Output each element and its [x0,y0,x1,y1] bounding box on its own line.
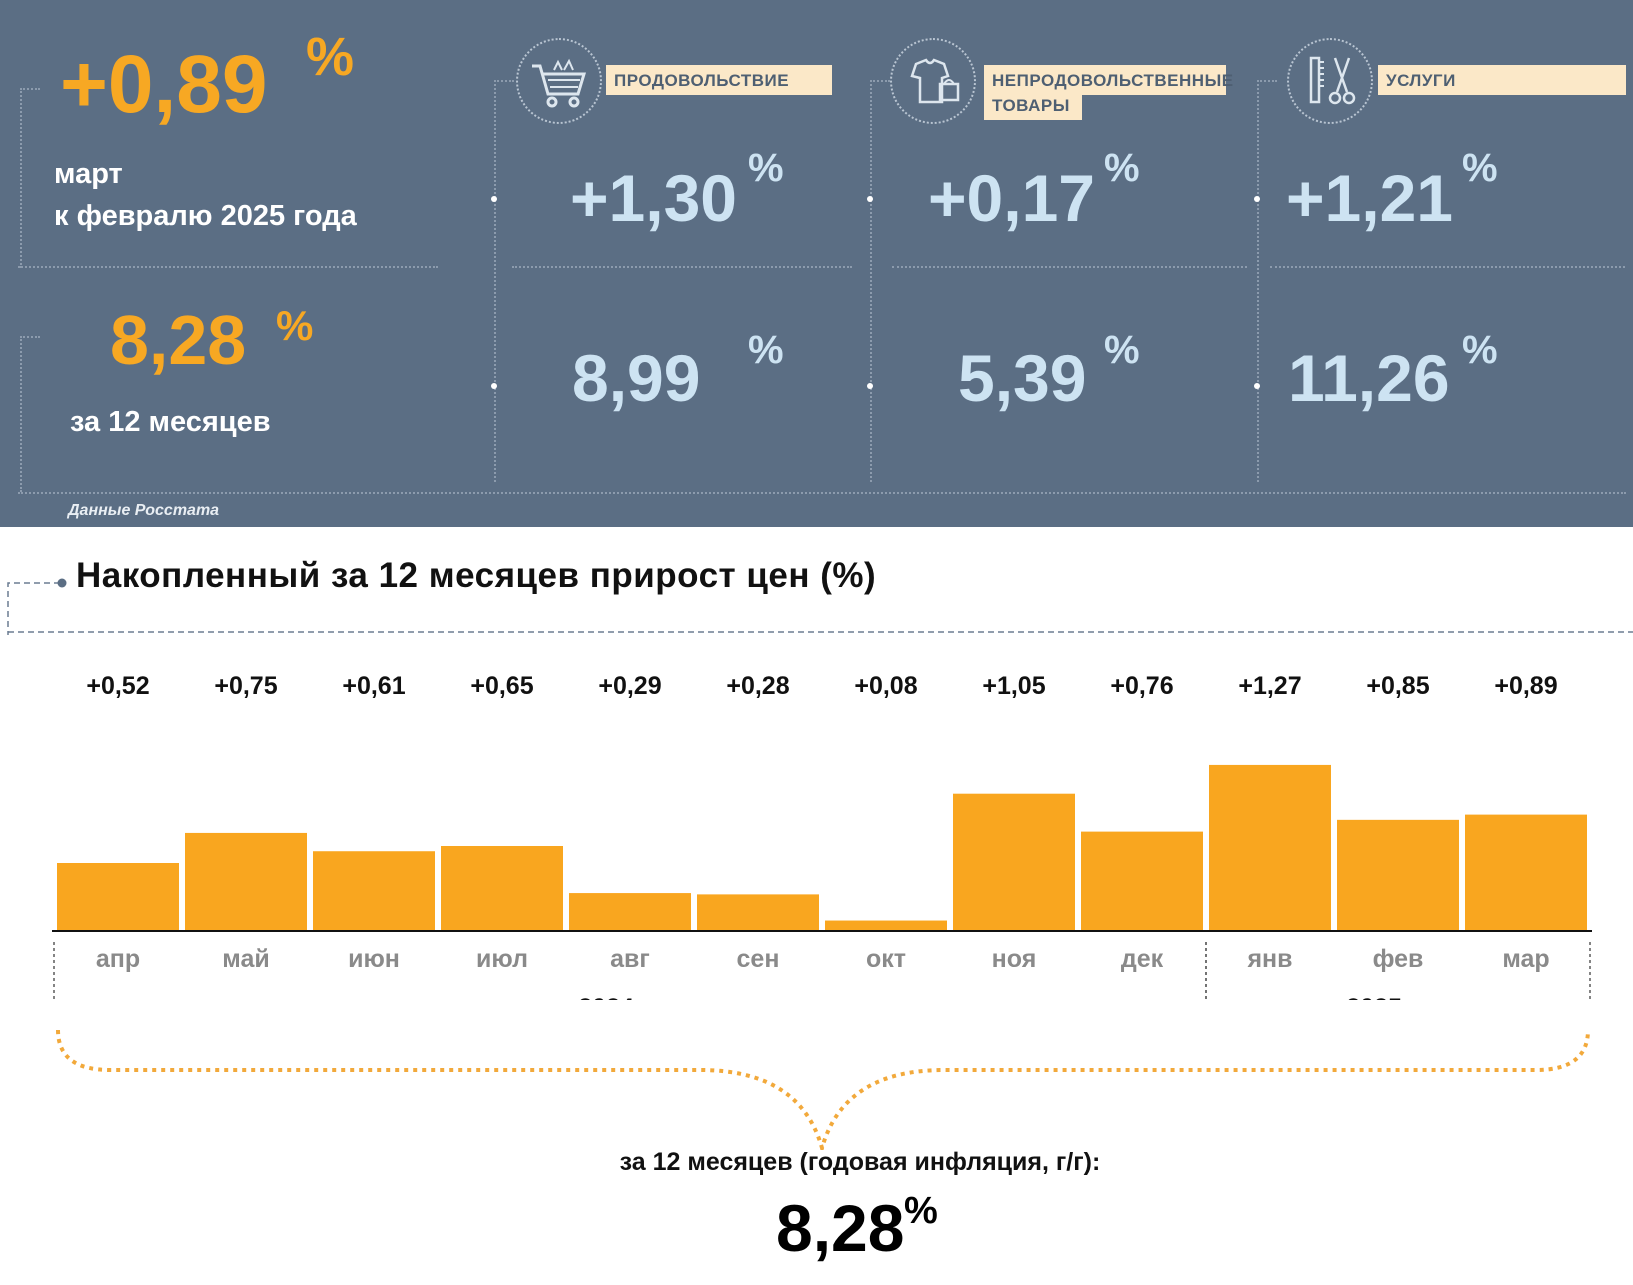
scissors-comb-icon [1287,38,1373,124]
bar [313,851,435,931]
column-line [870,80,872,482]
x-tick-label: янв [1246,945,1292,973]
bar-chart: +0,52 апр +0,75 май +0,61 июн +0,65 июл +0,29 авг… [52,672,1592,1000]
annual-value: 8,28 [110,301,247,379]
bar [1465,814,1587,931]
column-line [870,80,890,82]
column-line [1257,80,1259,482]
bar-value-label: +1,27 [1238,672,1301,700]
nonfood-month-value: +0,17 [928,161,1095,235]
bracket-line [20,336,40,338]
bar-value-label: +0,85 [1366,672,1429,700]
x-tick-label: июн [348,945,400,973]
bracket-line [20,88,40,90]
bar [185,832,307,931]
bullet-dot [1254,383,1260,389]
bullet-dot [867,383,873,389]
services-annual-unit: % [1462,328,1498,372]
bar [825,920,947,931]
source-note: Данные Росстата [68,502,220,519]
summary-caption: за 12 месяцев (годовая инфляция, г/г): [619,1148,1101,1176]
bar [1081,831,1203,931]
bar-value-label: +0,28 [726,672,789,700]
bar-value-label: +0,29 [598,672,661,700]
year-group-label: 2025 год [1346,994,1450,1000]
headline-caption-month: март [54,158,123,190]
divider-line [512,266,852,268]
bar [441,846,563,931]
services-annual-value: 11,26 [1288,341,1450,415]
bar [953,793,1075,931]
bar-value-label: +0,08 [854,672,917,700]
x-tick-label: авг [610,945,650,973]
divider-line [1270,266,1625,268]
nonfood-month-unit: % [1104,146,1140,190]
annual-caption: за 12 месяцев [70,406,271,438]
bar-value-label: +0,61 [342,672,405,700]
column-line [1257,80,1277,82]
summary-unit: % [904,1190,938,1232]
x-tick-label: окт [866,945,906,973]
bullet-dot [1254,196,1260,202]
food-annual-unit: % [748,328,784,372]
x-tick-label: дек [1121,945,1164,973]
headline-value: +0,89 [60,39,268,130]
bar [57,863,179,931]
divider-line [18,492,1626,494]
services-month-unit: % [1462,146,1498,190]
x-tick-label: мар [1502,945,1549,973]
divider-line [18,266,438,268]
food-month-unit: % [748,146,784,190]
bullet-dot [867,196,873,202]
x-tick-label: июл [476,945,528,973]
year-brace [56,1029,1590,1150]
food-annual-value: 8,99 [572,341,701,415]
headline-caption-period: к февралю 2025 года [54,200,357,232]
bar-value-label: +1,05 [982,672,1045,700]
bar-value-label: +0,89 [1494,672,1557,700]
category-label-food: ПРОДОВОЛЬСТВИЕ [606,65,832,95]
bar-value-label: +0,65 [470,672,533,700]
bar [1209,764,1331,931]
bracket-line [20,336,22,492]
column-line [494,80,496,482]
nonfood-annual-unit: % [1104,328,1140,372]
divider-line [892,266,1247,268]
shopping-cart-icon [516,38,602,124]
x-tick-label: ноя [992,945,1037,973]
food-month-value: +1,30 [570,161,737,235]
annual-unit: % [276,302,314,349]
bracket-line [20,88,22,268]
x-tick-label: фев [1373,945,1424,973]
nonfood-annual-value: 5,39 [958,341,1087,415]
bar-value-label: +0,75 [214,672,277,700]
summary-panel: +0,89 % март к февралю 2025 года 8,28 % … [0,0,1633,527]
x-tick-label: апр [96,945,140,973]
bar [569,893,691,931]
bar [697,894,819,931]
title-bracket [7,578,1633,635]
services-month-value: +1,21 [1286,161,1453,235]
bar [1337,819,1459,931]
bar-value-label: +0,52 [86,672,149,700]
year-group-label: 2024 год [578,994,682,1000]
headline-unit: % [306,27,355,87]
category-label-services: УСЛУГИ [1378,65,1626,95]
bar-value-label: +0,76 [1110,672,1173,700]
clothes-bag-icon [890,38,976,124]
category-label-nonfood-line2: ТОВАРЫ [984,90,1082,120]
x-tick-label: май [222,945,269,973]
bullet-dot [491,383,497,389]
bullet-dot [491,196,497,202]
x-tick-label: сен [737,945,780,973]
summary-value: 8,28 [776,1191,905,1265]
chart-title: Накопленный за 12 месяцев прирост цен (%… [76,556,877,595]
column-line [494,80,514,82]
